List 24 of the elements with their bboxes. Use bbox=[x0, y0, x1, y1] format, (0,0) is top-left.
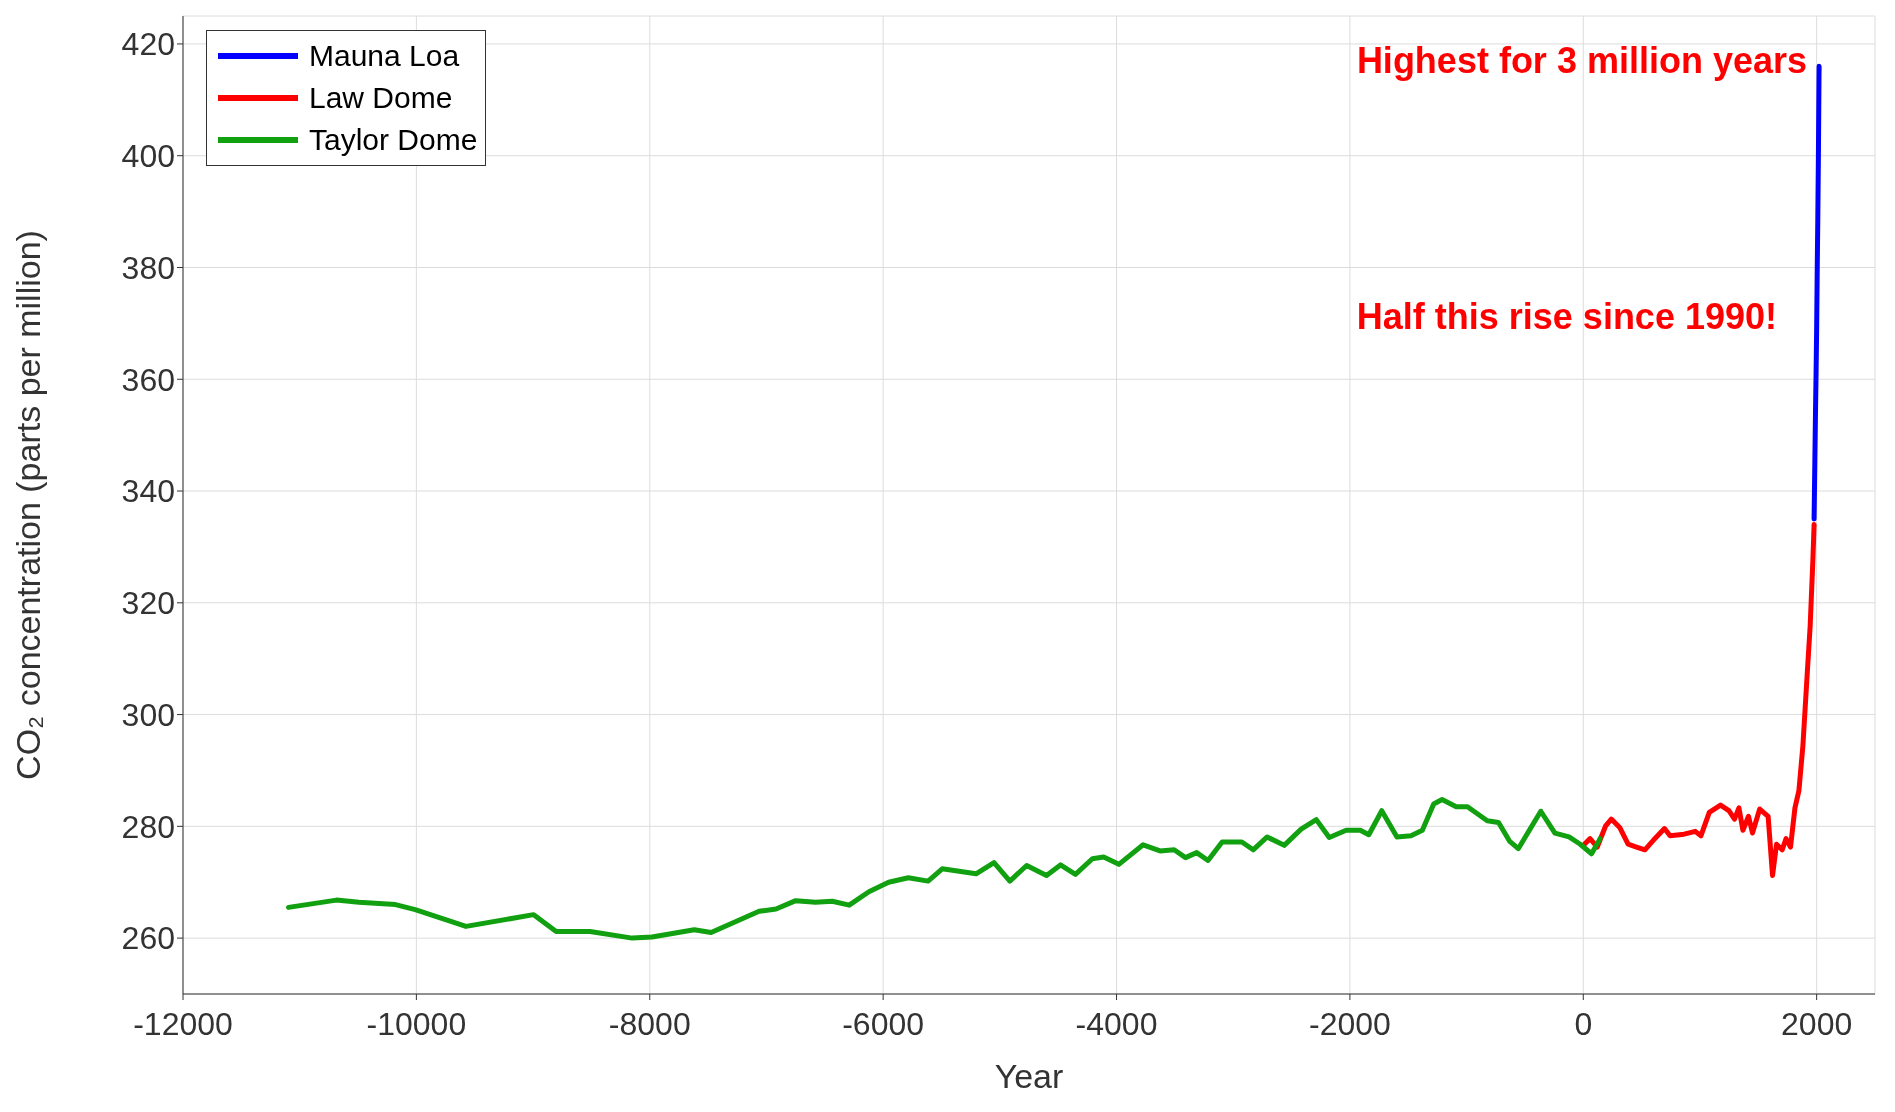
annotation: Highest for 3 million years bbox=[1356, 40, 1807, 82]
y-axis-title: CO₂ concentration (parts per million) bbox=[9, 230, 48, 780]
y-tick-label: 300 bbox=[121, 696, 175, 733]
y-tick-label: 360 bbox=[121, 361, 175, 398]
y-tick-label: 280 bbox=[121, 808, 175, 845]
y-tick-label: 380 bbox=[121, 249, 175, 286]
x-tick-label: 0 bbox=[1574, 1005, 1593, 1042]
legend-label: Law Dome bbox=[309, 81, 453, 115]
y-tick-label: 400 bbox=[121, 138, 175, 175]
x-tick-label: 2000 bbox=[1781, 1005, 1853, 1042]
y-tick-label: 420 bbox=[121, 26, 175, 63]
y-tick-label: 260 bbox=[121, 920, 175, 957]
legend-label: Taylor Dome bbox=[309, 123, 478, 157]
annotation: Half this rise since 1990! bbox=[1356, 296, 1777, 338]
x-axis-title: Year bbox=[994, 1057, 1064, 1095]
legend-label: Mauna Loa bbox=[309, 39, 460, 73]
x-tick-label: -8000 bbox=[608, 1005, 691, 1042]
x-tick-label: -2000 bbox=[1308, 1005, 1391, 1042]
y-tick-label: 320 bbox=[121, 585, 175, 622]
y-tick-label: 340 bbox=[121, 473, 175, 510]
x-tick-label: -6000 bbox=[842, 1005, 925, 1042]
x-tick-label: -12000 bbox=[133, 1005, 233, 1042]
x-tick-label: -4000 bbox=[1075, 1005, 1158, 1042]
x-tick-label: -10000 bbox=[366, 1005, 467, 1042]
